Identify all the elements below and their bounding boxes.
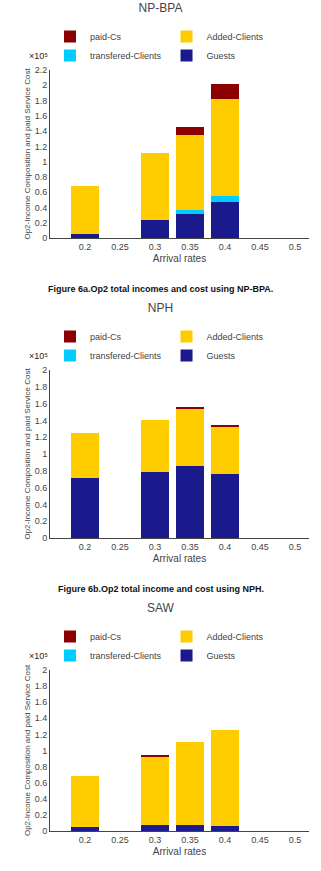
svg-text:0.2: 0.2 (79, 242, 92, 252)
svg-text:1: 1 (42, 449, 47, 459)
svg-text:0.4: 0.4 (219, 542, 232, 552)
svg-text:Added-Clients: Added-Clients (207, 332, 264, 342)
svg-text:0.2: 0.2 (79, 835, 92, 845)
svg-text:0.2: 0.2 (35, 516, 48, 526)
svg-text:1.6: 1.6 (35, 399, 48, 409)
svg-text:2: 2 (42, 365, 47, 375)
svg-text:0.25: 0.25 (111, 835, 129, 845)
svg-text:0.3: 0.3 (149, 242, 162, 252)
svg-text:0.6: 0.6 (35, 778, 48, 788)
svg-text:0.2: 0.2 (79, 542, 92, 552)
svg-text:1.8: 1.8 (35, 681, 48, 691)
svg-text:0.4: 0.4 (219, 835, 232, 845)
svg-text:0.4: 0.4 (35, 500, 48, 510)
svg-text:Arrival rates: Arrival rates (153, 553, 206, 564)
svg-text:0.25: 0.25 (111, 242, 129, 252)
svg-text:0.8: 0.8 (35, 172, 48, 182)
svg-text:0: 0 (42, 533, 47, 543)
svg-text:1.8: 1.8 (35, 382, 48, 392)
svg-text:×10⁵: ×10⁵ (29, 651, 48, 661)
svg-text:1.4: 1.4 (35, 713, 48, 723)
svg-text:0.5: 0.5 (289, 542, 302, 552)
svg-text:1.6: 1.6 (35, 697, 48, 707)
svg-text:1: 1 (42, 746, 47, 756)
svg-text:1.2: 1.2 (35, 142, 48, 152)
svg-text:Added-Clients: Added-Clients (207, 632, 264, 642)
svg-text:1.2: 1.2 (35, 730, 48, 740)
svg-text:NPH: NPH (148, 301, 173, 315)
svg-text:Op2-Income Composition and pai: Op2-Income Composition and paid Service … (23, 368, 32, 540)
svg-text:1: 1 (42, 157, 47, 167)
svg-text:0.45: 0.45 (251, 542, 269, 552)
svg-text:0.4: 0.4 (219, 242, 232, 252)
svg-text:transfered-Clients: transfered-Clients (90, 51, 162, 61)
svg-text:0.6: 0.6 (35, 187, 48, 197)
svg-text:Arrival rates: Arrival rates (153, 846, 206, 857)
svg-text:1.4: 1.4 (35, 416, 48, 426)
svg-text:transfered-Clients: transfered-Clients (90, 651, 162, 661)
svg-text:0: 0 (42, 233, 47, 243)
svg-text:1.2: 1.2 (35, 432, 48, 442)
svg-text:0.5: 0.5 (289, 835, 302, 845)
svg-text:0.35: 0.35 (181, 242, 199, 252)
svg-text:Op2-Income Composition and pai: Op2-Income Composition and paid Service … (23, 664, 32, 836)
svg-text:2: 2 (42, 80, 47, 90)
svg-text:paid-Cs: paid-Cs (90, 332, 122, 342)
svg-text:transfered-Clients: transfered-Clients (90, 351, 162, 361)
svg-text:paid-Cs: paid-Cs (90, 32, 122, 42)
svg-text:Figure 6a.Op2 total incomes an: Figure 6a.Op2 total incomes and cost usi… (48, 284, 273, 294)
svg-text:Op2-Income Composition and pai: Op2-Income Composition and paid Service … (23, 68, 32, 240)
svg-text:NP-BPA: NP-BPA (139, 1, 183, 15)
svg-text:2: 2 (42, 665, 47, 675)
svg-text:Guests: Guests (207, 651, 236, 661)
svg-text:2.2: 2.2 (35, 65, 48, 75)
svg-text:Figure 6b.Op2 total income and: Figure 6b.Op2 total income and cost usin… (58, 584, 264, 594)
svg-text:0.8: 0.8 (35, 762, 48, 772)
svg-text:×10⁵: ×10⁵ (29, 51, 48, 61)
svg-text:0.5: 0.5 (289, 242, 302, 252)
svg-text:SAW: SAW (147, 601, 175, 615)
svg-text:paid-Cs: paid-Cs (90, 632, 122, 642)
svg-text:0.45: 0.45 (251, 835, 269, 845)
svg-text:0.8: 0.8 (35, 466, 48, 476)
svg-text:Guests: Guests (207, 351, 236, 361)
svg-text:0.4: 0.4 (35, 794, 48, 804)
svg-text:1.8: 1.8 (35, 96, 48, 106)
svg-text:0.2: 0.2 (35, 810, 48, 820)
svg-text:×10⁵: ×10⁵ (29, 351, 48, 361)
svg-text:0: 0 (42, 826, 47, 836)
svg-text:0.3: 0.3 (149, 835, 162, 845)
svg-text:0.3: 0.3 (149, 542, 162, 552)
svg-text:0.35: 0.35 (181, 835, 199, 845)
svg-text:0.4: 0.4 (35, 203, 48, 213)
svg-text:0.45: 0.45 (251, 242, 269, 252)
svg-text:Guests: Guests (207, 51, 236, 61)
svg-text:1.4: 1.4 (35, 126, 48, 136)
svg-text:0.2: 0.2 (35, 218, 48, 228)
svg-text:Arrival rates: Arrival rates (153, 253, 206, 264)
svg-text:1.6: 1.6 (35, 111, 48, 121)
svg-text:0.25: 0.25 (111, 542, 129, 552)
svg-text:Added-Clients: Added-Clients (207, 32, 264, 42)
svg-text:0.35: 0.35 (181, 542, 199, 552)
svg-text:0.6: 0.6 (35, 483, 48, 493)
